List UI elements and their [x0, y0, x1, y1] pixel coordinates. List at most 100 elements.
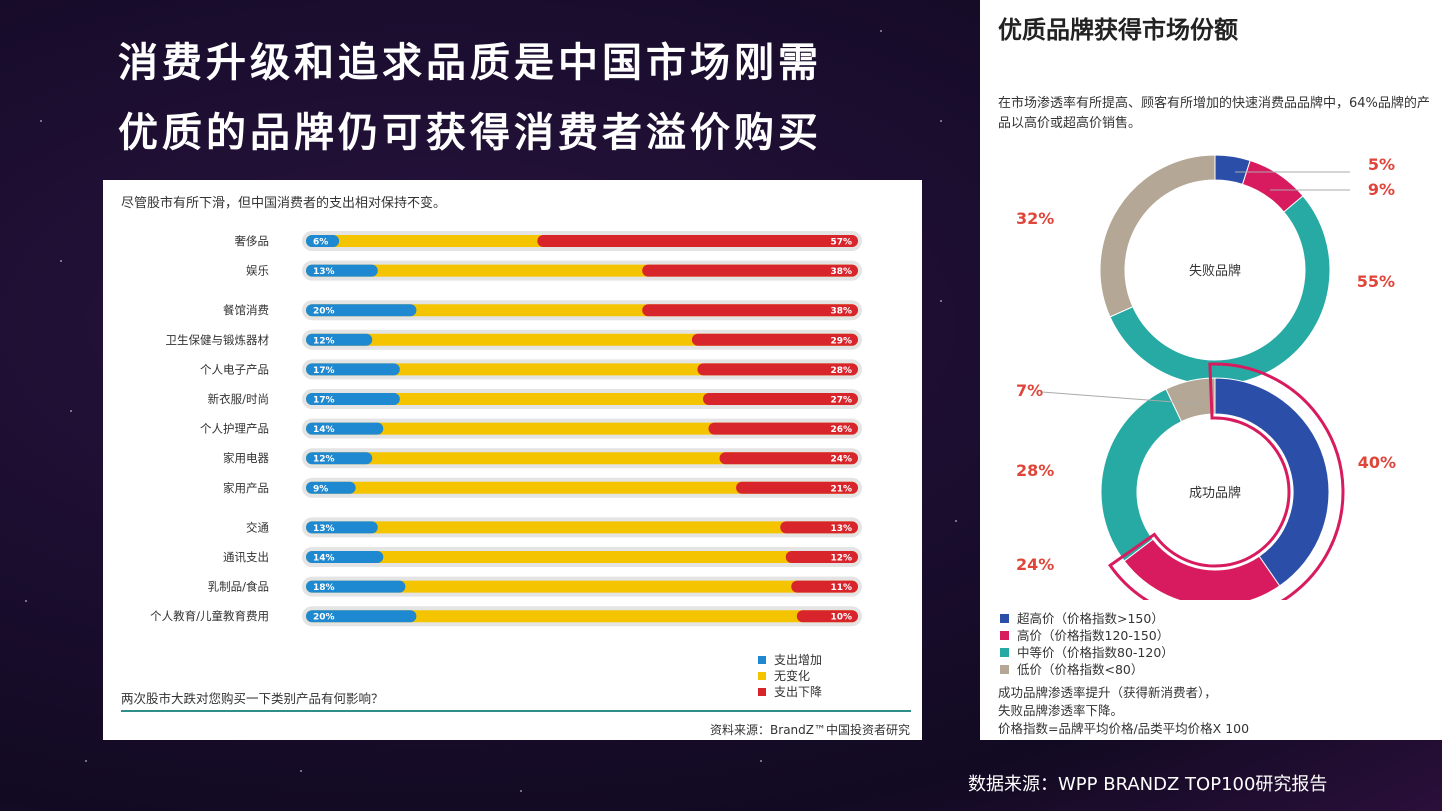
slice-value-label: 5%	[1368, 155, 1395, 174]
bar-segment-decrease	[691, 333, 858, 346]
legend-item-low: 低价（价格指数<80）	[1000, 661, 1174, 678]
increase-value-label: 9%	[313, 484, 328, 494]
panel-notes: 成功品牌渗透率提升（获得新消费者）， 失败品牌渗透率下降。 价格指数=品牌平均价…	[998, 684, 1249, 738]
bar-segment-increase	[306, 481, 356, 494]
stacked-bar-chart: 奢侈品 6% 57% 娱乐 13% 38% 餐馆消费 20% 38% 卫生保健与锻炼器材 12% 29…	[150, 231, 862, 627]
bar-segment-decrease	[708, 422, 858, 435]
category-label: 卫生保健与锻炼器材	[166, 333, 270, 347]
bar-legend: 支出增加 无变化 支出下降	[758, 652, 822, 700]
price-legend: 超高价（价格指数>150） 高价（价格指数120-150） 中等价（价格指数80…	[1000, 610, 1174, 678]
donut-slice	[1100, 388, 1183, 562]
donut-slice	[1099, 154, 1216, 318]
bar-row: 个人教育/儿童教育费用 20% 10%	[150, 606, 862, 627]
legend-swatch	[1000, 631, 1009, 640]
donut-slice	[1165, 377, 1216, 423]
bar-segment-decrease	[736, 481, 858, 494]
legend-label: 高价（价格指数120-150）	[1017, 628, 1170, 643]
bar-row: 交通 13% 13%	[246, 517, 862, 538]
decrease-value-label: 12%	[830, 554, 852, 564]
category-label: 家用产品	[223, 481, 269, 495]
increase-value-label: 18%	[313, 583, 335, 593]
legend-label: 超高价（价格指数>150）	[1017, 611, 1164, 626]
title-line-1: 消费升级和追求品质是中国市场刚需	[118, 39, 822, 86]
bar-segment-decrease	[791, 580, 858, 593]
bar-segment-nochange	[306, 452, 858, 465]
bar-row: 娱乐 13% 38%	[246, 260, 862, 281]
legend-swatch	[758, 672, 766, 680]
bar-segment-increase	[306, 610, 417, 623]
increase-value-label: 6%	[313, 238, 328, 248]
slice-value-label: 9%	[1368, 180, 1395, 199]
bar-segment-increase	[306, 333, 373, 346]
increase-value-label: 14%	[313, 554, 335, 564]
bar-segment-increase	[306, 551, 384, 563]
decrease-value-label: 26%	[830, 425, 852, 435]
slice-value-label: 32%	[1016, 209, 1054, 228]
bar-segment-decrease	[796, 610, 858, 623]
category-label: 通讯支出	[223, 550, 269, 564]
category-label: 家用电器	[223, 451, 269, 465]
category-label: 交通	[246, 520, 269, 534]
legend-label: 中等价（价格指数80-120）	[1017, 645, 1174, 660]
bar-row: 个人护理产品 14% 26%	[200, 418, 862, 439]
decrease-value-label: 57%	[830, 238, 852, 248]
increase-value-label: 20%	[313, 613, 335, 623]
decrease-value-label: 28%	[830, 366, 852, 376]
bar-segment-nochange	[306, 610, 858, 623]
premium-highlight-outline	[1108, 362, 1345, 600]
bar-segment-nochange	[306, 551, 858, 563]
bar-segment-nochange	[306, 580, 858, 593]
bar-segment-decrease	[702, 393, 858, 405]
slice-value-label: 55%	[1357, 272, 1395, 291]
donut-center-label: 失败品牌	[1189, 263, 1241, 279]
increase-value-label: 14%	[313, 425, 335, 435]
decrease-value-label: 27%	[830, 396, 852, 406]
legend-label: 支出下降	[774, 685, 823, 699]
bar-segment-increase	[306, 304, 417, 317]
legend-item-nochange: 无变化	[758, 668, 822, 684]
note-line: 失败品牌渗透率下降。	[998, 703, 1124, 718]
decrease-value-label: 38%	[830, 267, 852, 277]
increase-value-label: 17%	[313, 366, 335, 376]
legend-swatch	[758, 688, 766, 696]
bar-segment-increase	[306, 363, 400, 376]
panel-title: 优质品牌获得市场份额	[998, 16, 1238, 44]
decrease-value-label: 21%	[830, 484, 852, 494]
bar-row: 通讯支出 14% 12%	[223, 547, 862, 567]
legend-label: 低价（价格指数<80）	[1017, 662, 1144, 677]
market-share-panel: 优质品牌获得市场份额 在市场渗透率有所提高、顾客有所增加的快速消费品品牌中，64…	[980, 0, 1442, 740]
legend-item-decrease: 支出下降	[758, 684, 822, 700]
slice-value-label: 40%	[1358, 453, 1396, 472]
decrease-value-label: 24%	[830, 455, 852, 465]
bar-segment-decrease	[785, 551, 858, 563]
bar-row: 家用电器 12% 24%	[223, 448, 862, 469]
donut-chart: 成功品牌 40% 24% 28% 7%	[1016, 362, 1396, 600]
survey-question: 两次股市大跌对您购买一下类别产品有何影响？	[121, 691, 384, 706]
bar-segment-nochange	[306, 481, 858, 494]
legend-label: 支出增加	[774, 653, 823, 667]
legend-label: 无变化	[774, 669, 811, 683]
bar-segment-increase	[306, 452, 373, 465]
increase-value-label: 20%	[313, 307, 335, 317]
decrease-value-label: 10%	[830, 613, 852, 623]
category-label: 乳制品/食品	[208, 580, 269, 594]
category-label: 新衣服/时尚	[208, 392, 269, 406]
legend-swatch	[1000, 614, 1009, 623]
slide-title: 消费升级和追求品质是中国市场刚需 优质的品牌仍可获得消费者溢价购买	[118, 28, 822, 168]
category-label: 奢侈品	[235, 234, 270, 248]
category-label: 个人教育/儿童教育费用	[150, 609, 269, 623]
category-label: 个人电子产品	[200, 362, 269, 376]
bar-row: 家用产品 9% 21%	[223, 477, 862, 498]
decrease-value-label: 11%	[830, 583, 852, 593]
bar-segment-nochange	[306, 521, 858, 534]
bar-segment-increase	[306, 422, 384, 435]
bar-row: 餐馆消费 20% 38%	[223, 300, 862, 321]
chart-source: 资料来源：BrandZ™中国投资者研究	[710, 723, 910, 737]
increase-value-label: 13%	[313, 267, 335, 277]
bar-segment-decrease	[719, 452, 858, 465]
legend-item-mid: 中等价（价格指数80-120）	[1000, 644, 1174, 661]
spending-chart-panel: 尽管股市有所下滑，但中国消费者的支出相对保持不变。 奢侈品 6% 57% 娱乐 13% 3…	[103, 180, 922, 740]
bar-segment-decrease	[642, 304, 858, 317]
legend-item-premium: 超高价（价格指数>150）	[1000, 610, 1174, 627]
bar-row: 乳制品/食品 18% 11%	[208, 576, 862, 597]
